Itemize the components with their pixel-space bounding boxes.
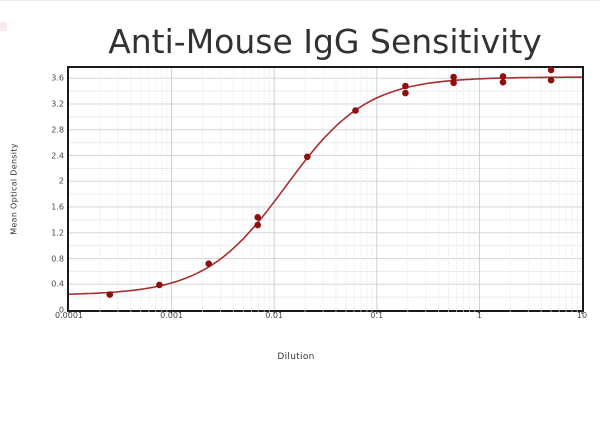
data-point — [499, 73, 507, 80]
data-point — [450, 79, 457, 87]
x-tick-label: 0.0001 — [55, 311, 83, 320]
y-tick-label: 2 — [58, 176, 64, 186]
plot-frame — [67, 66, 584, 314]
y-tick-label: 0.4 — [51, 279, 64, 289]
data-point — [106, 291, 114, 298]
x-tick-label: 0.01 — [265, 311, 284, 320]
y-tick-label: 0.8 — [51, 254, 64, 263]
y-tick-label: 0 — [58, 305, 64, 315]
data-point — [254, 221, 261, 229]
y-tick-label: 2.4 — [51, 151, 64, 161]
data-point — [156, 281, 163, 289]
data-point — [402, 82, 409, 90]
data-point — [304, 153, 311, 161]
data-point — [450, 73, 457, 81]
data-point — [352, 107, 359, 114]
y-tick-label: 1.6 — [51, 202, 64, 212]
fit-curve — [68, 76, 582, 295]
data-point — [547, 66, 555, 74]
plot-canvas — [68, 66, 583, 314]
x-axis-title: Dilution — [277, 352, 315, 362]
data-point — [205, 260, 212, 267]
x-tick-label: 0.1 — [370, 311, 384, 320]
y-tick-label: 1.2 — [51, 228, 64, 238]
y-tick-label: 3.6 — [51, 73, 64, 83]
chart-title: Anti-Mouse IgG Sensitivity — [108, 22, 542, 61]
x-tick-label: 10 — [576, 311, 588, 320]
edge-artifact-line — [0, 0, 600, 1]
x-tick-label: 1 — [476, 311, 482, 320]
y-tick-label: 2.8 — [51, 125, 64, 135]
edge-artifact-mark — [0, 22, 7, 31]
data-point — [499, 78, 507, 86]
data-point — [402, 89, 409, 97]
y-tick-label: 3.2 — [51, 99, 64, 109]
data-point — [254, 214, 261, 221]
data-point — [547, 76, 555, 84]
x-tick-label: 0.001 — [160, 311, 184, 320]
